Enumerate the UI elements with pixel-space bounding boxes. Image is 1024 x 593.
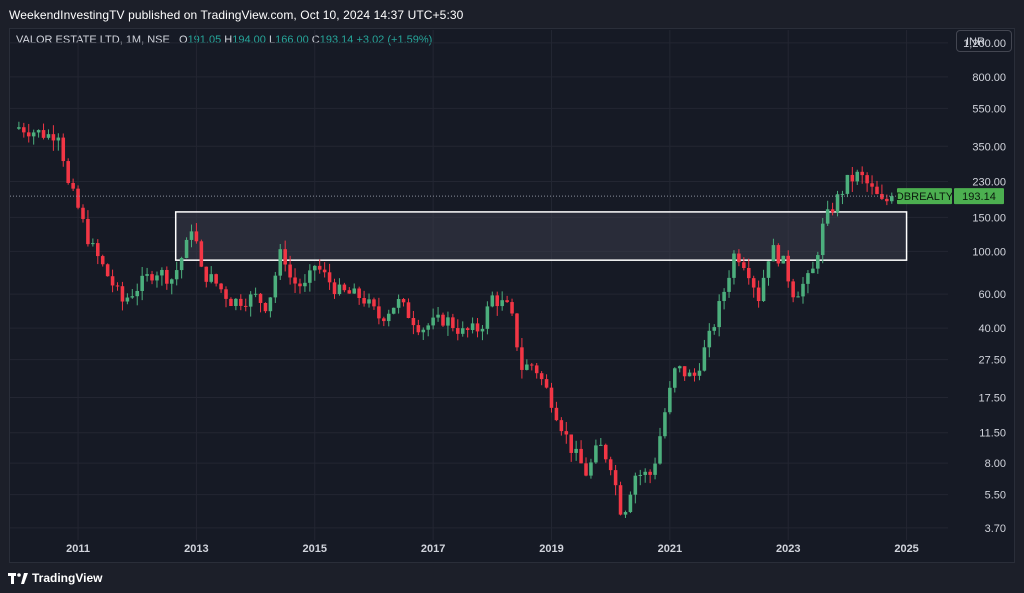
symbol-name: VALOR ESTATE LTD, 1M, NSE: [16, 34, 170, 46]
high-value: 194.00: [232, 34, 266, 46]
high-label: H: [224, 34, 233, 46]
symbol-legend: VALOR ESTATE LTD, 1M, NSE O191.05 H194.0…: [16, 34, 432, 46]
tradingview-logo-icon: [8, 573, 28, 584]
low-label: L: [268, 34, 276, 46]
footer: TradingView: [0, 563, 1024, 593]
publish-header: WeekendInvestingTV published on TradingV…: [0, 0, 1024, 28]
chart-pane[interactable]: [9, 28, 1015, 563]
low-value: 166.00: [275, 34, 309, 46]
publish-info: WeekendInvestingTV published on TradingV…: [9, 8, 464, 22]
footer-brand: TradingView: [32, 571, 103, 585]
close-value: 193.14: [319, 34, 354, 46]
open-label: O: [179, 34, 188, 46]
currency-button[interactable]: INR: [956, 30, 1012, 52]
close-label: C: [311, 34, 320, 46]
change-value: +3.02 (+1.59%): [356, 34, 433, 46]
open-value: 191.05: [187, 34, 222, 46]
